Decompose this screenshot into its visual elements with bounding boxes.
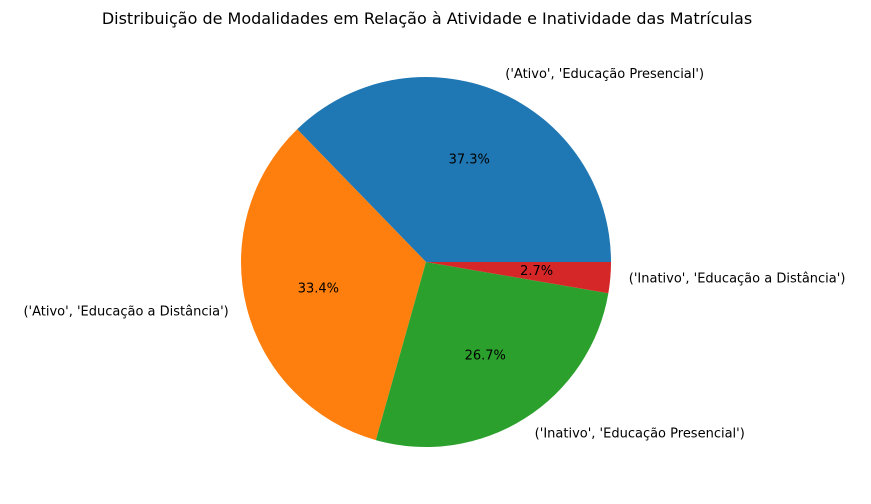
pie-slice-1	[240, 129, 426, 441]
pie-slice-2	[375, 262, 609, 447]
chart-title: Distribuição de Modalidades em Relação à…	[102, 9, 752, 28]
pie-slice-percent-3: 2.7%	[520, 264, 553, 279]
pie-slice-label-3: ('Inativo', 'Educação a Distância')	[629, 272, 846, 287]
pie-slice-percent-0: 37.3%	[449, 152, 490, 167]
pie-slice-3	[426, 262, 611, 294]
pie-labels: ('Ativo', 'Educação Presencial') ('Ativo'…	[23, 67, 845, 441]
pie-slice-percent-1: 33.4%	[298, 282, 339, 297]
pie-slice-0	[297, 77, 611, 262]
pie-slice-label-2: ('Inativo', 'Educação Presencial')	[535, 427, 745, 442]
pie-percent-labels: 37.3% 33.4% 26.7% 2.7%	[298, 152, 553, 363]
pie-slice-label-1: ('Ativo', 'Educação a Distância')	[23, 304, 228, 319]
pie-slice-label-0: ('Ativo', 'Educação Presencial')	[505, 67, 704, 82]
pie-slice-percent-2: 26.7%	[465, 348, 506, 363]
pie-slices	[240, 77, 611, 447]
